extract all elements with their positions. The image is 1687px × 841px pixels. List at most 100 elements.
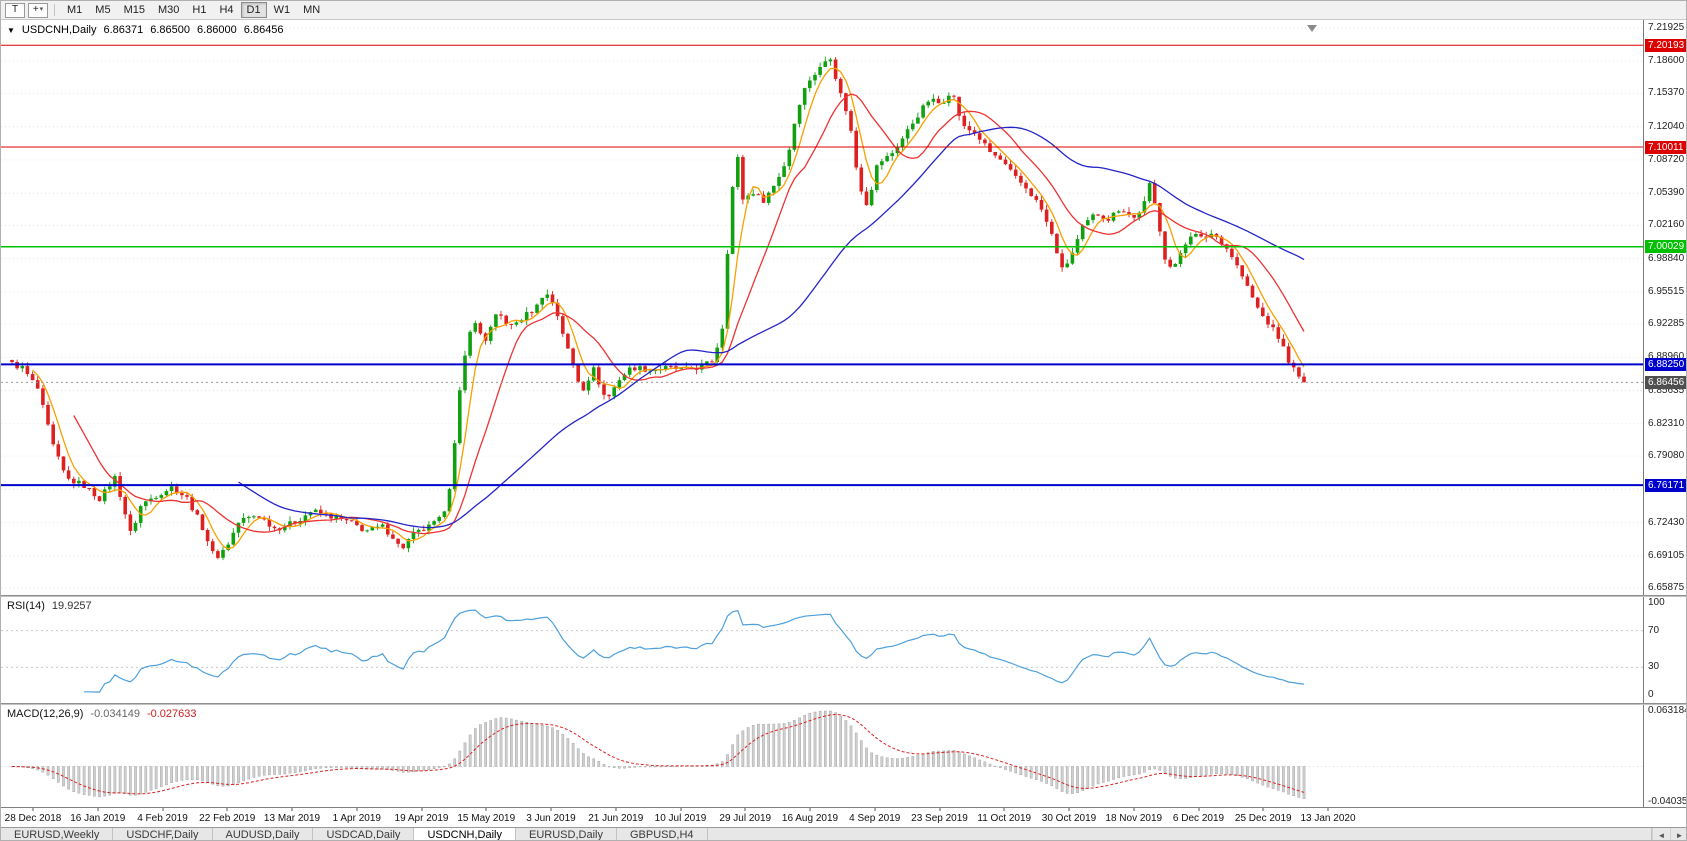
macd-axis-label: 0.063184 <box>1648 705 1687 716</box>
macd-signal-line <box>11 713 1305 795</box>
quote-dropdown-icon[interactable]: ▼ <box>7 25 15 35</box>
date-tick-mark <box>1262 808 1264 811</box>
main-chart-panel[interactable]: ▼ USDCNH,Daily 6.86371 6.86500 6.86000 6… <box>1 20 1643 595</box>
date-tick-label: 29 Jul 2019 <box>719 813 772 824</box>
date-tick-mark <box>874 808 876 811</box>
timeframe-button-m5[interactable]: M5 <box>89 2 116 18</box>
ma-13-line <box>73 93 1305 535</box>
date-tick-mark <box>226 808 228 811</box>
date-axis[interactable]: 28 Dec 2018 16 Jan 2019 4 Feb 2019 22 Feb 2… <box>1 807 1686 827</box>
rsi-line <box>84 609 1305 693</box>
hline-price-tag: 7.00029 <box>1645 240 1686 254</box>
crosshair-tool-button[interactable]: + ▾ <box>28 2 48 18</box>
date-tick-mark <box>162 808 163 811</box>
rsi-panel[interactable]: RSI(14) 19.9257 <box>1 597 1643 703</box>
price-axis[interactable]: 7.21925 7.18600 7.15370 7.12040 7.08720 7.053… <box>1643 20 1687 807</box>
ma-5-line <box>32 67 1305 550</box>
date-tick-mark <box>421 808 422 811</box>
date-tick-mark <box>1068 808 1070 811</box>
date-tick-label: 15 May 2019 <box>457 813 516 824</box>
date-tick-label: 19 Apr 2019 <box>394 813 449 824</box>
date-tick-label: 16 Aug 2019 <box>781 813 839 824</box>
timeframe-button-m15[interactable]: M15 <box>118 2 151 18</box>
price-tick-label: 6.82310 <box>1648 417 1685 429</box>
date-tick-mark <box>1133 808 1135 811</box>
date-tick-mark <box>291 808 293 811</box>
macd-panel[interactable]: MACD(12,26,9) -0.034149 -0.027633 <box>1 705 1643 807</box>
quote-close: 6.86456 <box>243 24 284 36</box>
rsi-axis-label: 100 <box>1648 597 1665 608</box>
tab-scroll-left-button[interactable]: ◄ <box>1652 828 1670 840</box>
rsi-axis-label: 70 <box>1648 624 1660 636</box>
quote-low: 6.86000 <box>197 24 237 36</box>
date-tick-label: 30 Oct 2019 <box>1041 813 1097 824</box>
price-tick-label: 6.95515 <box>1648 285 1685 297</box>
panel-resize-divider-macd[interactable] <box>1 703 1686 705</box>
price-tick-label: 6.69105 <box>1648 549 1685 561</box>
toolbar-tools: T + ▾ <box>5 2 48 18</box>
price-tick-label: 6.85635 <box>1648 384 1685 396</box>
chart-tab-eurusd-daily[interactable]: EURUSD,Daily <box>516 828 617 840</box>
date-tick-label: 3 Jun 2019 <box>526 813 576 824</box>
date-tick-label: 10 Jul 2019 <box>654 813 707 824</box>
date-tick-mark <box>744 808 746 811</box>
date-tick-mark <box>809 808 811 811</box>
rsi-axis-label: 0 <box>1648 689 1654 700</box>
macd-histogram <box>10 710 1306 799</box>
timeframe-button-d1[interactable]: D1 <box>240 2 267 18</box>
top-toolbar: T + ▾ M1 M5 M15 M30 H1 H4 D1 W1 MN <box>1 1 1686 20</box>
chart-tab-usdchf-daily[interactable]: USDCHF,Daily <box>113 828 213 840</box>
date-tick-label: 21 Jun 2019 <box>588 813 644 824</box>
date-tick-label: 1 Apr 2019 <box>332 813 381 824</box>
chart-shift-marker[interactable] <box>1307 25 1317 32</box>
date-tick-label: 4 Sep 2019 <box>849 813 901 824</box>
crosshair-icon: + <box>32 4 39 15</box>
timeframe-button-mn[interactable]: MN <box>297 2 326 18</box>
macd-axis-label: -0.040353 <box>1648 796 1687 807</box>
chart-tab-gbpusd-h4[interactable]: GBPUSD,H4 <box>616 828 708 840</box>
date-tick-mark <box>356 808 358 811</box>
chart-tab-eurusd-weekly[interactable]: EURUSD,Weekly <box>1 828 114 840</box>
price-tick-label: 7.02160 <box>1648 219 1685 231</box>
macd-main-value: -0.034149 <box>90 708 140 720</box>
chart-tab-usdcnh-daily[interactable]: USDCNH,Daily <box>414 828 516 840</box>
price-tick-label: 6.92285 <box>1648 318 1685 330</box>
dropdown-arrow-icon: ▾ <box>39 6 44 13</box>
date-tick-mark <box>1198 808 1199 811</box>
timeframe-button-w1[interactable]: W1 <box>268 2 297 18</box>
horizontal-lines-group[interactable] <box>1 44 1643 487</box>
date-tick-mark <box>1003 808 1005 811</box>
timeframe-button-h1[interactable]: H1 <box>186 2 212 18</box>
timeframe-button-m30[interactable]: M30 <box>152 2 185 18</box>
date-tick-mark <box>1327 808 1329 811</box>
timeframe-button-m1[interactable]: M1 <box>61 2 88 18</box>
panel-resize-divider-rsi[interactable] <box>1 595 1686 597</box>
current-price-tag: 6.86456 <box>1645 375 1686 389</box>
price-tick-label: 7.05390 <box>1648 187 1685 199</box>
timeframe-button-h4[interactable]: H4 <box>213 2 239 18</box>
chart-tab-usdcad-daily[interactable]: USDCAD,Daily <box>313 828 415 840</box>
chart-tab-audusd-daily[interactable]: AUDUSD,Daily <box>212 828 314 840</box>
date-tick-label: 18 Nov 2019 <box>1105 813 1163 824</box>
tab-scroll-right-button[interactable]: ► <box>1670 828 1686 840</box>
price-tick-label: 6.88960 <box>1648 351 1685 363</box>
macd-signal-value: -0.027633 <box>146 708 197 720</box>
date-tick-label: 6 Dec 2019 <box>1172 813 1225 824</box>
date-tick-mark <box>680 808 681 811</box>
hline-price-tag: 6.76171 <box>1645 478 1686 492</box>
templates-button[interactable]: T <box>5 2 25 18</box>
price-chart-canvas[interactable] <box>1 20 1643 595</box>
letter-t-icon: T <box>11 4 19 15</box>
rsi-value: 19.9257 <box>51 600 92 612</box>
rsi-name: RSI(14) <box>7 600 45 612</box>
date-tick-label: 13 Mar 2019 <box>263 813 321 824</box>
date-tick-label: 22 Feb 2019 <box>199 813 256 824</box>
date-tick-mark <box>550 808 552 811</box>
price-tick-label: 7.21925 <box>1648 22 1685 33</box>
price-tick-label: 6.65875 <box>1648 582 1685 593</box>
date-tick-label: 16 Jan 2019 <box>70 813 126 824</box>
date-tick-mark <box>485 808 487 811</box>
tab-scroll-buttons: ◄ ► <box>1651 828 1686 840</box>
date-tick-mark <box>615 808 617 811</box>
